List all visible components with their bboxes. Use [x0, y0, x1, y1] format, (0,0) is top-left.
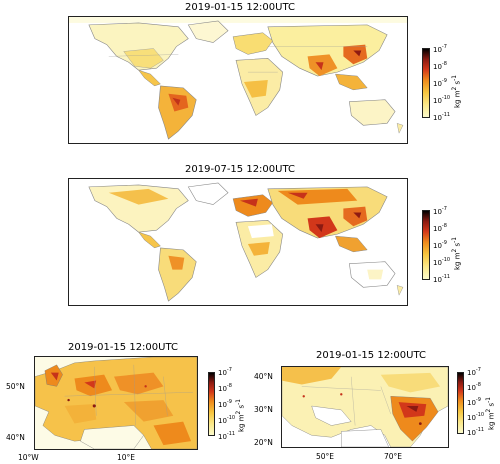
colorbar [422, 48, 430, 118]
colorbar-unit-label: kg m2 s-1 [236, 399, 246, 432]
colorbar-unit-label: kg m2 s-1 [452, 237, 462, 270]
colorbar-tick: 10-8 [433, 61, 447, 71]
panel-title: 2019-01-15 12:00UTC [185, 2, 295, 13]
colorbar-tick: 10-7 [218, 367, 232, 377]
x-axis-label: 10°E [117, 453, 136, 462]
global-map-july [68, 178, 408, 306]
y-axis-label: 40°N [6, 433, 25, 442]
y-axis-label: 20°N [254, 438, 273, 447]
europe-map-graphic [35, 357, 197, 449]
colorbar [422, 210, 430, 280]
world-map-graphic [69, 179, 407, 305]
colorbar-tick: 10-11 [218, 431, 236, 441]
y-axis-label: 40°N [254, 372, 273, 381]
colorbar-tick: 10-10 [467, 412, 485, 422]
colorbar-unit-label: kg m2 s-1 [452, 75, 462, 108]
europe-map [34, 356, 198, 450]
global-map-january [68, 16, 408, 144]
colorbar-tick: 10-10 [218, 415, 236, 425]
colorbar [208, 372, 215, 436]
colorbar [457, 372, 464, 434]
south-asia-map-graphic [282, 367, 448, 447]
colorbar-unit-label: kg m2 s-1 [486, 397, 496, 430]
colorbar-tick: 10-7 [467, 367, 481, 377]
world-map-graphic [69, 17, 407, 143]
panel-title: 2019-07-15 12:00UTC [185, 164, 295, 175]
colorbar-tick: 10-7 [433, 206, 447, 216]
x-axis-label: 10°W [18, 453, 39, 462]
south-asia-map [281, 366, 449, 448]
colorbar-tick: 10-9 [433, 240, 447, 250]
colorbar-tick: 10-11 [433, 112, 451, 122]
x-axis-label: 70°E [384, 452, 403, 461]
colorbar-tick: 10-9 [467, 397, 481, 407]
y-axis-label: 30°N [254, 405, 273, 414]
panel-title: 2019-01-15 12:00UTC [316, 350, 426, 361]
colorbar-tick: 10-8 [433, 223, 447, 233]
colorbar-tick: 10-7 [433, 44, 447, 54]
colorbar-tick: 10-8 [218, 383, 232, 393]
colorbar-tick: 10-10 [433, 95, 451, 105]
colorbar-tick: 10-11 [433, 274, 451, 284]
panel-title: 2019-01-15 12:00UTC [68, 342, 178, 353]
colorbar-tick: 10-8 [467, 382, 481, 392]
colorbar-tick: 10-9 [433, 78, 447, 88]
colorbar-tick: 10-10 [433, 257, 451, 267]
x-axis-label: 50°E [316, 452, 335, 461]
y-axis-label: 50°N [6, 382, 25, 391]
colorbar-tick: 10-11 [467, 427, 485, 437]
colorbar-tick: 10-9 [218, 399, 232, 409]
